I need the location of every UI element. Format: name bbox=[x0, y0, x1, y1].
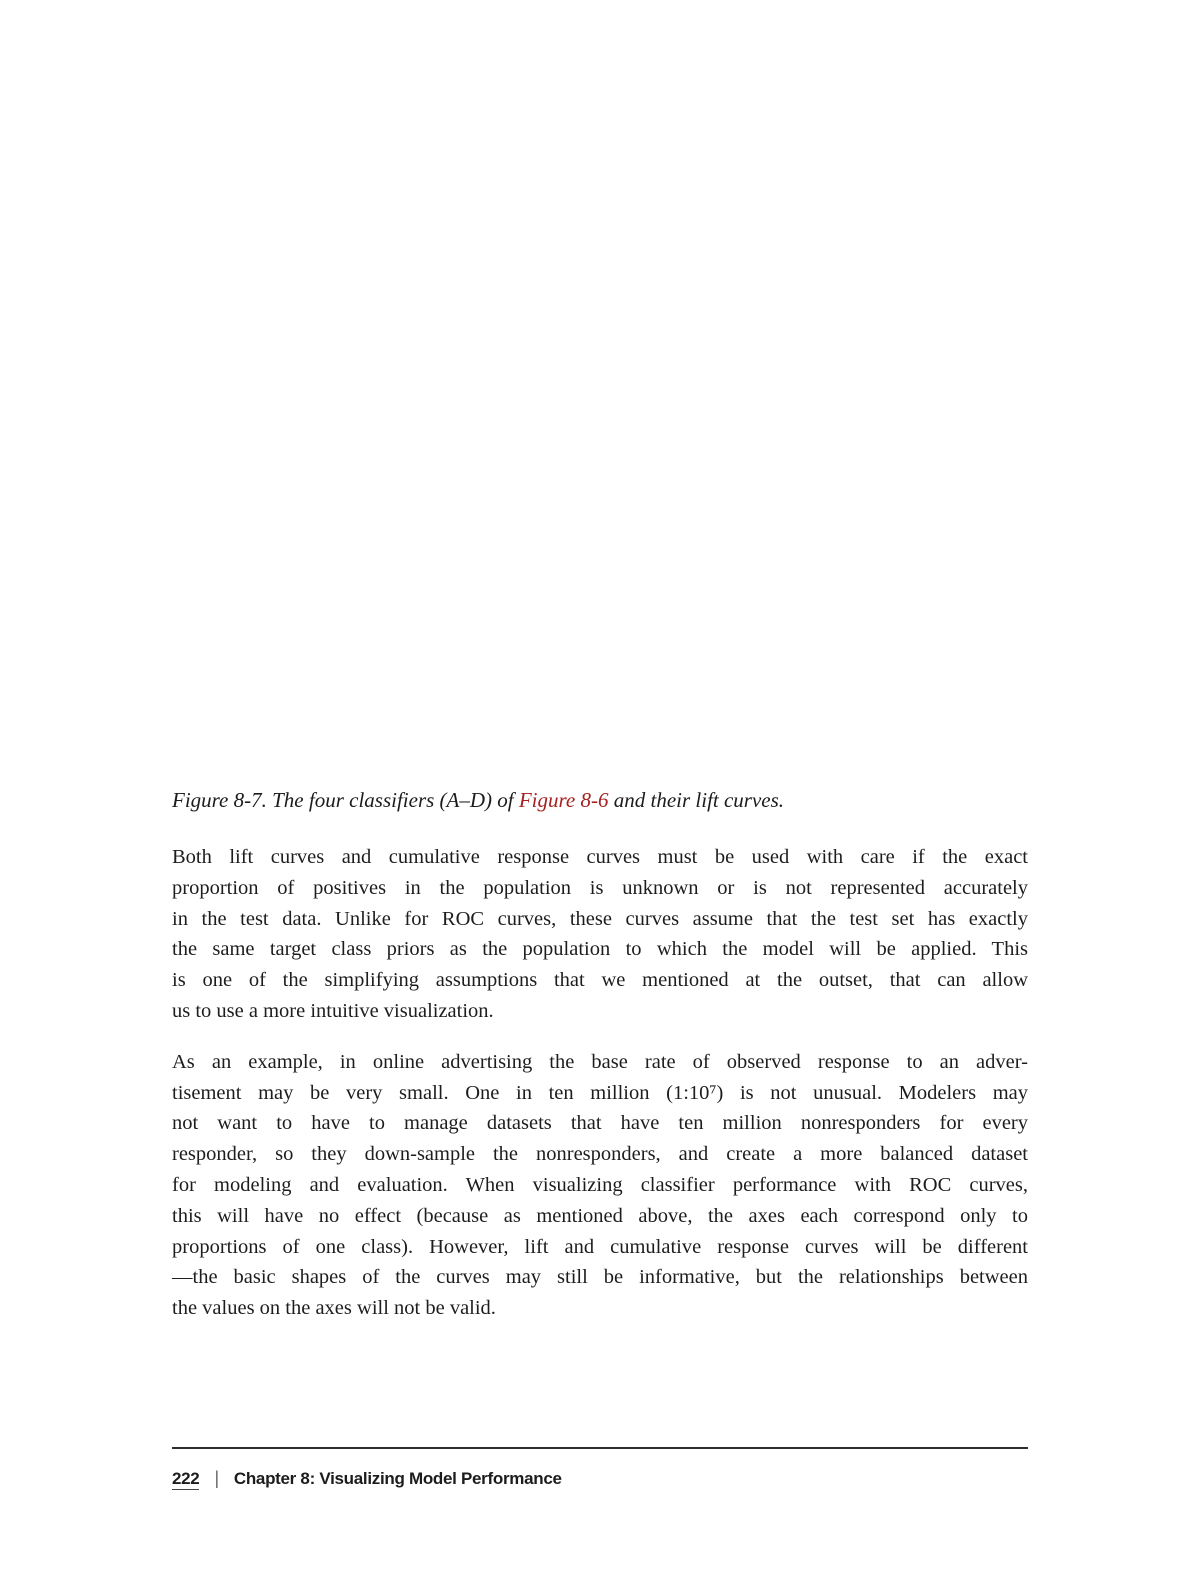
text-line: proportions of one class). However, lift… bbox=[172, 1235, 1028, 1258]
text-line: is one of the simplifying assumptions th… bbox=[172, 969, 1028, 992]
text-line: responder, so they down-sample the nonre… bbox=[172, 1143, 1028, 1166]
footer-chapter-title: Chapter 8: Visualizing Model Performance bbox=[233, 1469, 562, 1488]
text-line: not want to have to manage datasets that… bbox=[172, 1112, 1028, 1135]
text-line: the same target class priors as the popu… bbox=[172, 938, 1028, 961]
text-line: us to use a more intuitive visualization… bbox=[172, 999, 494, 1022]
body-text: Both lift curves and cumulative response… bbox=[172, 842, 1028, 1344]
paragraph: As an example, in online advertising the… bbox=[172, 1047, 1028, 1324]
text-line: tisement may be very small. One in ten m… bbox=[172, 1081, 1028, 1104]
caption-prefix: Figure 8-7. The four classifiers (A–D) o… bbox=[172, 788, 519, 812]
figure-caption: Figure 8-7. The four classifiers (A–D) o… bbox=[172, 786, 1028, 814]
paragraph: Both lift curves and cumulative response… bbox=[172, 842, 1028, 1027]
figure-8-7 bbox=[172, 128, 1028, 773]
caption-suffix: and their lift curves. bbox=[608, 788, 785, 812]
text-line: proportion of positives in the populatio… bbox=[172, 876, 1028, 899]
figure-8-6-link[interactable]: Figure 8-6 bbox=[518, 788, 609, 812]
text-line: the values on the axes will not be valid… bbox=[172, 1297, 496, 1320]
text-line: this will have no effect (because as men… bbox=[172, 1204, 1028, 1227]
text-line: —the basic shapes of the curves may stil… bbox=[172, 1266, 1028, 1289]
text-line: in the test data. Unlike for ROC curves,… bbox=[172, 907, 1028, 930]
text-line: Both lift curves and cumulative response… bbox=[172, 846, 1028, 868]
page-number[interactable]: 222 bbox=[172, 1469, 200, 1490]
text-line: for modeling and evaluation. When visual… bbox=[172, 1173, 1028, 1196]
text-line: As an example, in online advertising the… bbox=[172, 1050, 1028, 1073]
page-footer: 222 | Chapter 8: Visualizing Model Perfo… bbox=[172, 1468, 1028, 1490]
footer-rule bbox=[172, 1447, 1028, 1449]
footer-separator: | bbox=[214, 1468, 219, 1488]
